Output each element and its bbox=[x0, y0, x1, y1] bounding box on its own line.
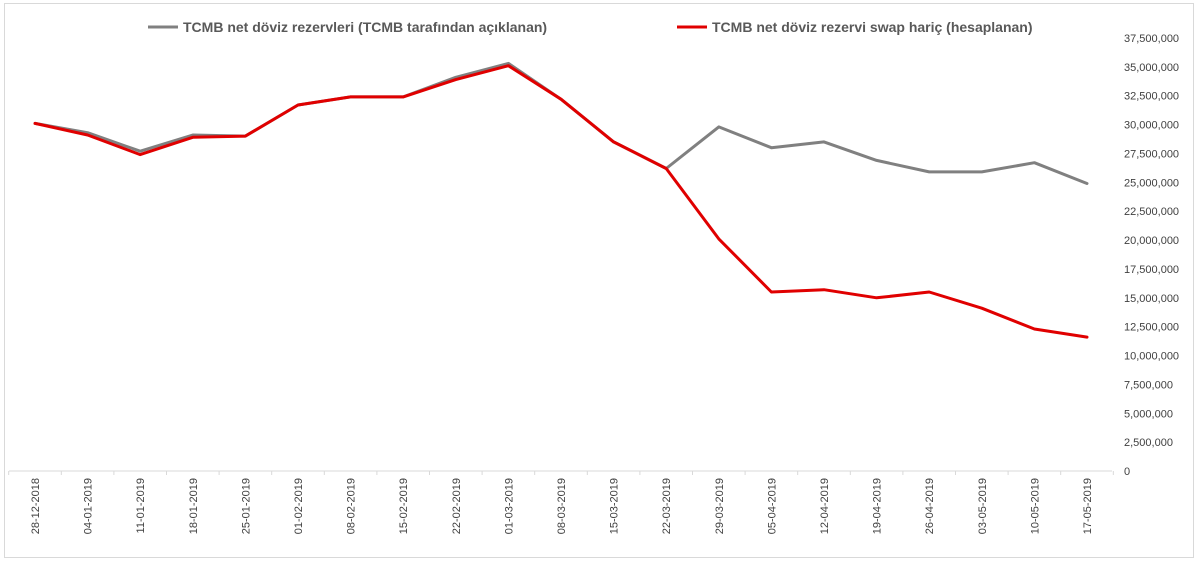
y-tick-label: 12,500,000 bbox=[1124, 322, 1179, 334]
legend-label-swap-excluded: TCMB net döviz rezervi swap hariç (hesap… bbox=[712, 19, 1033, 35]
x-tick-label: 15-02-2019 bbox=[398, 478, 410, 534]
x-tick-label: 29-03-2019 bbox=[714, 478, 726, 534]
x-tick-label: 15-03-2019 bbox=[609, 478, 621, 534]
chart-frame bbox=[4, 3, 1194, 558]
y-tick-label: 10,000,000 bbox=[1124, 351, 1179, 363]
x-tick-label: 05-04-2019 bbox=[766, 478, 778, 534]
x-tick-label: 11-01-2019 bbox=[135, 478, 147, 533]
y-tick-label: 30,000,000 bbox=[1124, 120, 1179, 132]
series-line-swap-excluded bbox=[33, 64, 1089, 339]
x-tick-label: 28-12-2018 bbox=[30, 478, 42, 534]
x-tick-label: 22-02-2019 bbox=[451, 478, 463, 534]
x-tick-label: 26-04-2019 bbox=[924, 478, 936, 534]
series-lines bbox=[33, 61, 1089, 339]
x-axis-ticks bbox=[8, 471, 1114, 475]
y-tick-label: 22,500,000 bbox=[1124, 206, 1179, 218]
y-tick-label: 27,500,000 bbox=[1124, 148, 1179, 160]
x-tick-label: 01-02-2019 bbox=[293, 478, 305, 534]
y-tick-label: 20,000,000 bbox=[1124, 235, 1179, 247]
x-tick-label: 22-03-2019 bbox=[661, 478, 673, 534]
x-tick-label: 08-03-2019 bbox=[556, 478, 568, 534]
chart-legend: TCMB net döviz rezervleri (TCMB tarafınd… bbox=[148, 19, 1033, 35]
y-tick-label: 5,000,000 bbox=[1124, 408, 1173, 420]
x-axis-labels: 28-12-2018 04-01-2019 11-01-2019 18-01-2019… bbox=[30, 478, 1094, 534]
x-tick-label: 03-05-2019 bbox=[977, 478, 989, 534]
y-tick-label: 35,000,000 bbox=[1124, 62, 1179, 74]
x-tick-label: 01-03-2019 bbox=[503, 478, 515, 534]
x-tick-label: 10-05-2019 bbox=[1029, 478, 1041, 534]
x-tick-label: 04-01-2019 bbox=[83, 478, 95, 534]
series-line-reported bbox=[33, 61, 1089, 185]
y-tick-label: 7,500,000 bbox=[1124, 379, 1173, 391]
x-tick-label: 08-02-2019 bbox=[346, 478, 358, 534]
x-tick-label: 18-01-2019 bbox=[188, 478, 200, 534]
x-tick-label: 17-05-2019 bbox=[1082, 478, 1094, 534]
y-tick-label: 0 bbox=[1124, 466, 1130, 478]
x-tick-label: 25-01-2019 bbox=[240, 478, 252, 534]
y-axis-ticks: 0 2,500,000 5,000,000 7,500,000 10,000,000 12… bbox=[1124, 33, 1179, 478]
x-tick-label: 19-04-2019 bbox=[872, 478, 884, 534]
y-tick-label: 2,500,000 bbox=[1124, 437, 1173, 449]
x-tick-label: 12-04-2019 bbox=[819, 478, 831, 534]
y-tick-label: 37,500,000 bbox=[1124, 33, 1179, 45]
y-tick-label: 32,500,000 bbox=[1124, 91, 1179, 103]
y-tick-label: 17,500,000 bbox=[1124, 264, 1179, 276]
y-tick-label: 25,000,000 bbox=[1124, 177, 1179, 189]
y-tick-label: 15,000,000 bbox=[1124, 293, 1179, 305]
legend-label-reported: TCMB net döviz rezervleri (TCMB tarafınd… bbox=[183, 19, 547, 35]
